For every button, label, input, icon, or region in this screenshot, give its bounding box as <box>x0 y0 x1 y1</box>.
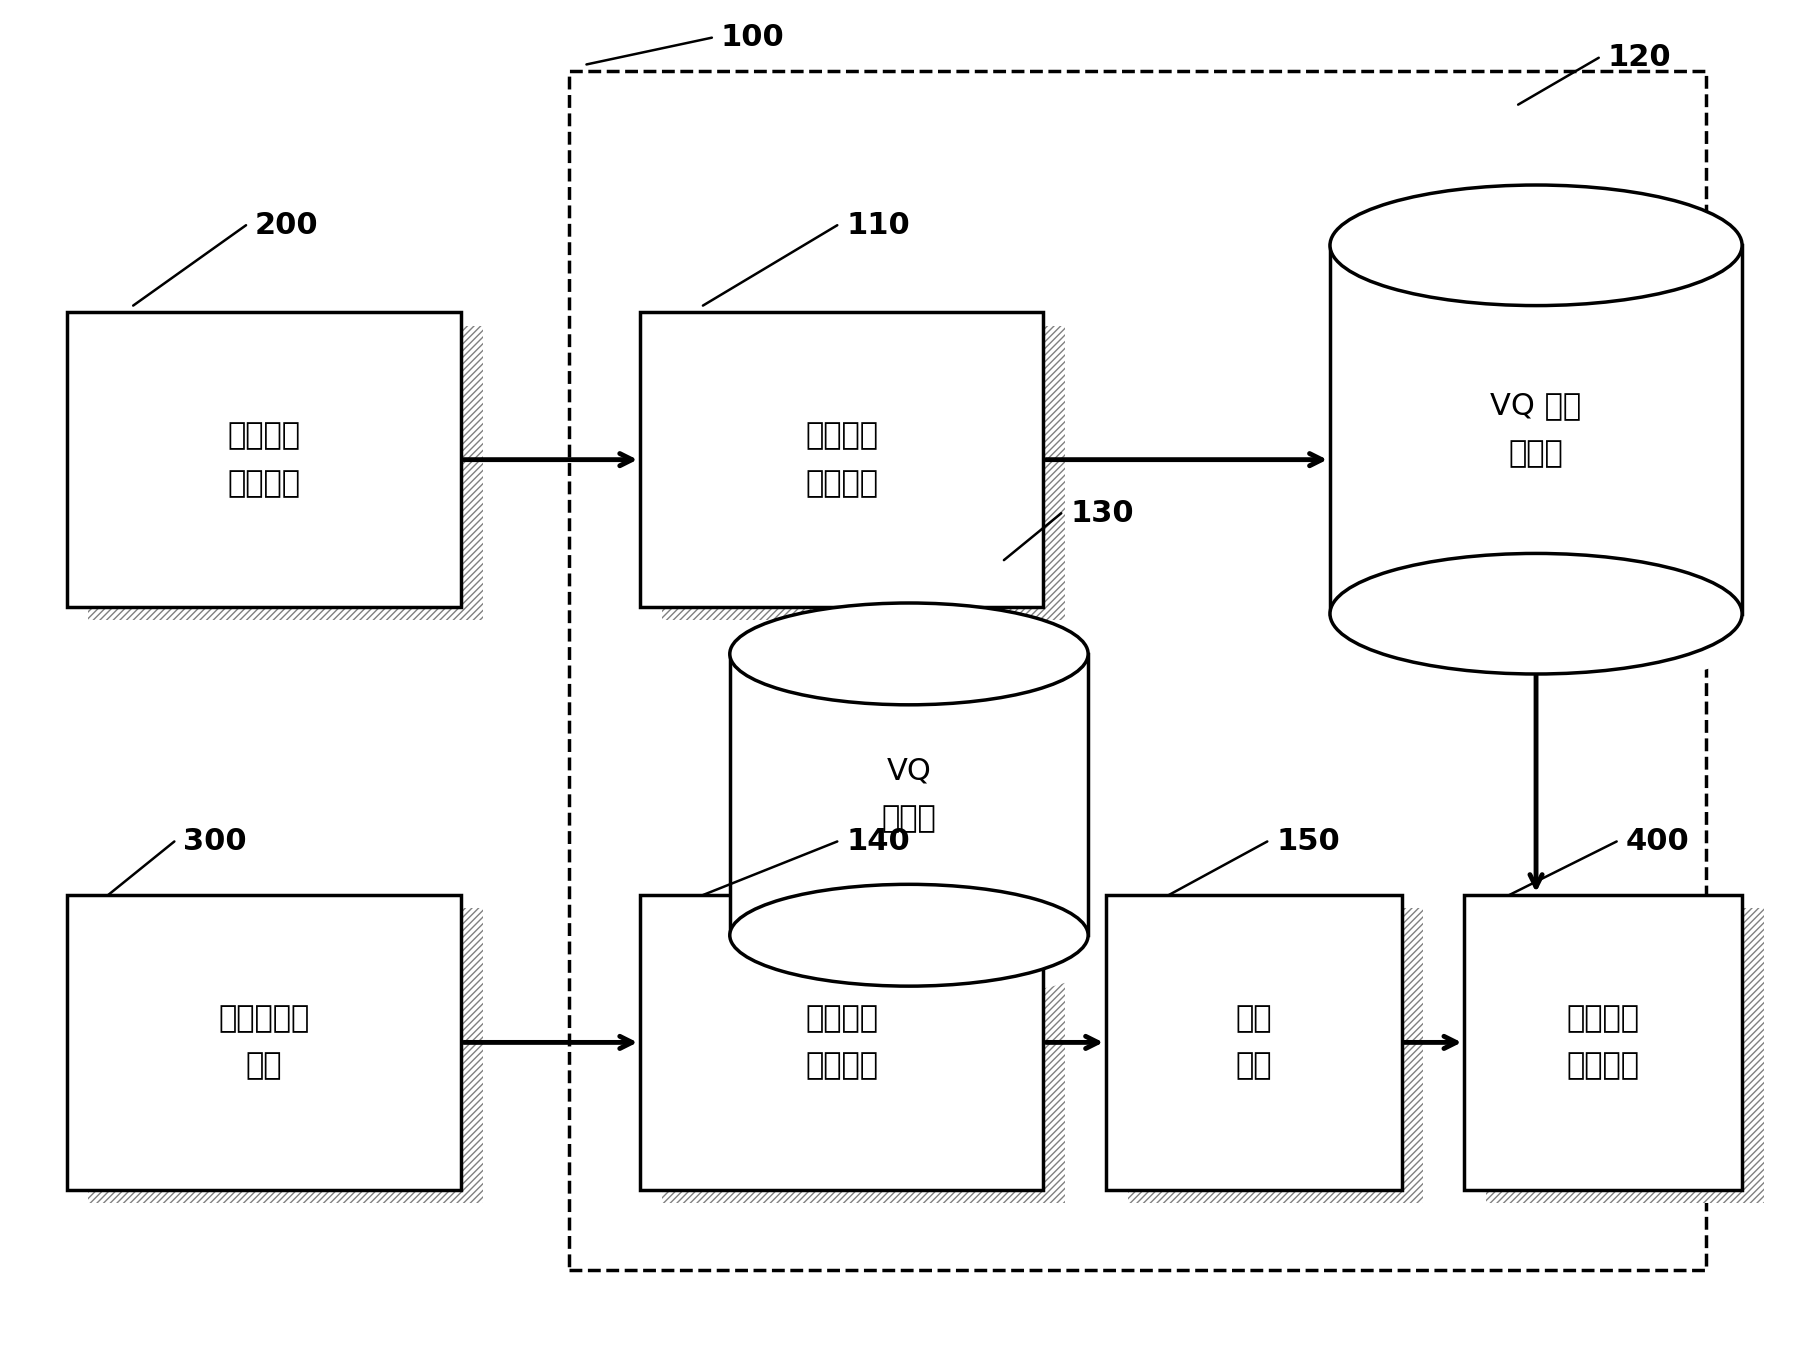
Bar <box>1354 259 1766 627</box>
Text: 130: 130 <box>1071 499 1134 527</box>
Text: 状态矩阵
生成单元: 状态矩阵 生成单元 <box>805 422 878 497</box>
Bar <box>67 313 461 607</box>
Text: VQ
码本库: VQ 码本库 <box>882 756 936 833</box>
Bar <box>1105 895 1402 1190</box>
Text: 音频文件
输入装置: 音频文件 输入装置 <box>227 422 301 497</box>
Text: 关键词输入
装置: 关键词输入 装置 <box>218 1004 310 1081</box>
Ellipse shape <box>1354 198 1766 319</box>
Bar <box>88 909 482 1204</box>
Text: 200: 200 <box>256 210 319 240</box>
Text: 检测结果
输出装置: 检测结果 输出装置 <box>1566 1004 1640 1081</box>
Bar <box>1485 909 1764 1204</box>
Bar <box>641 313 1044 607</box>
Text: 150: 150 <box>1276 826 1339 856</box>
Bar <box>729 654 1089 936</box>
Ellipse shape <box>729 884 1089 987</box>
Text: 400: 400 <box>1625 826 1690 856</box>
Text: 状态序列
生成单元: 状态序列 生成单元 <box>805 1004 878 1081</box>
Bar <box>1330 245 1742 613</box>
Ellipse shape <box>752 898 1111 999</box>
Text: 140: 140 <box>846 826 911 856</box>
Bar <box>662 909 1066 1204</box>
Bar <box>662 326 1066 620</box>
Bar <box>1127 909 1424 1204</box>
Ellipse shape <box>1330 554 1742 674</box>
Text: 120: 120 <box>1607 43 1672 73</box>
Ellipse shape <box>1354 566 1766 687</box>
Bar <box>752 667 1111 949</box>
Bar <box>641 895 1044 1190</box>
Text: 匹配
单元: 匹配 单元 <box>1235 1004 1273 1081</box>
Bar <box>1465 895 1742 1190</box>
Ellipse shape <box>1330 185 1742 306</box>
Bar <box>569 71 1706 1270</box>
Bar <box>88 326 482 620</box>
Text: VQ 状态
特征库: VQ 状态 特征库 <box>1490 391 1582 468</box>
Ellipse shape <box>729 603 1089 705</box>
Text: 100: 100 <box>720 23 785 53</box>
Bar <box>67 895 461 1190</box>
Text: 300: 300 <box>184 826 247 856</box>
Ellipse shape <box>752 616 1111 718</box>
Text: 110: 110 <box>846 210 911 240</box>
